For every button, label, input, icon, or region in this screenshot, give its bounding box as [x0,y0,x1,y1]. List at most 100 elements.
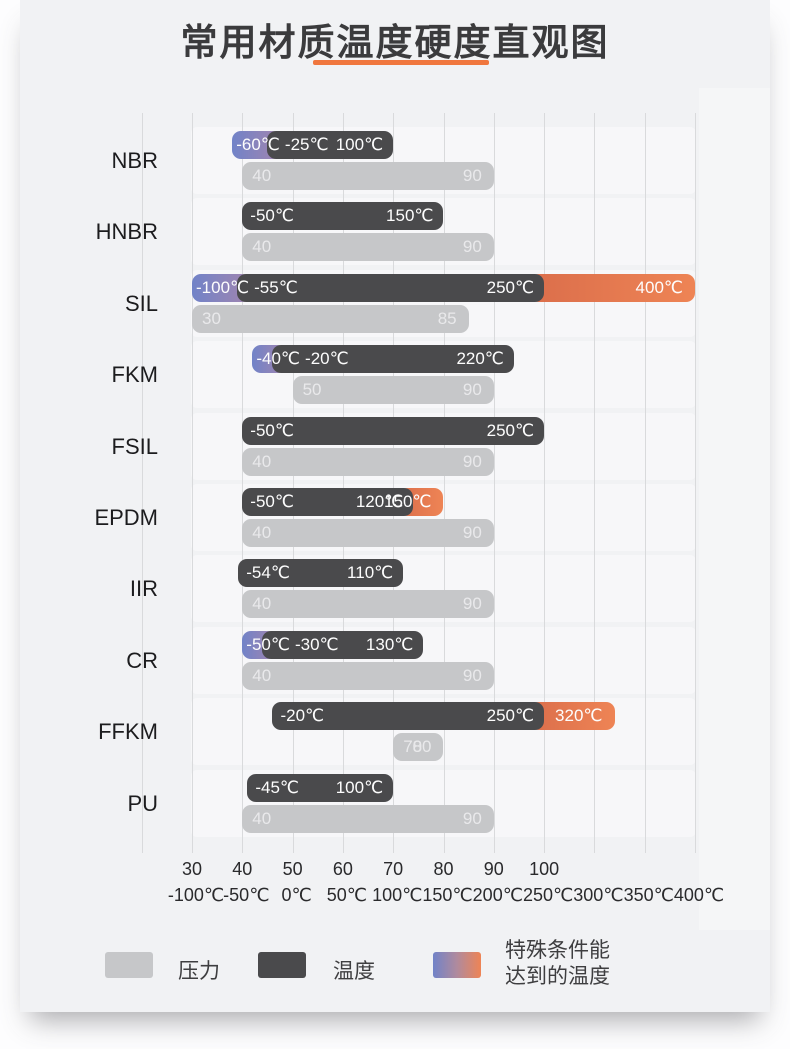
temp-left-labels: -50℃ [250,488,294,516]
temp-label-min: -20℃ [280,706,325,725]
legend-swatch-pressure [105,952,153,978]
pressure-bar [292,376,494,404]
legend-swatch-temperature [258,952,306,978]
hardness-label-max: 90 [462,237,482,256]
temp-label-min: -45℃ [255,778,299,797]
temp-label-cold: -60℃ [236,135,280,154]
hardness-label-min: 40 [252,809,272,828]
hardness-axis-tick: 40 [232,859,253,879]
temp-axis-tick: 100℃ [372,885,423,905]
pressure-bar [393,733,444,761]
pressure-bar [192,305,469,333]
pressure-bar [242,662,494,690]
temp-label-hot: 320℃ [555,706,603,725]
legend-label: 温度 [333,960,375,983]
gridline [192,113,193,853]
temp-left-labels: -50℃ [250,417,294,445]
hardness-label-max: 90 [462,452,482,471]
hardness-label-max: 85 [437,309,457,328]
title-underline [313,60,489,65]
temp-label-max: 250℃ [486,421,535,440]
hardness-axis-tick: 70 [383,859,404,879]
hardness-axis-tick: 90 [483,859,504,879]
temp-label-max: 150℃ [386,206,434,225]
material-label: FFKM [98,719,158,744]
pressure-bar [242,590,494,618]
material-label: PU [127,791,158,816]
temp-label-hot: 400℃ [635,278,683,297]
temperature-bar [242,417,545,445]
temperature-bar [247,774,394,802]
temp-left-labels: -40℃ -20℃ [256,345,348,373]
gridline [695,113,696,853]
hardness-axis-tick: 80 [433,859,454,879]
chart-card: 常用材质温度硬度直观图 -60℃ -25℃ 100℃ 40 90 NBR -50℃ 150℃ 4… [20,0,770,1012]
temperature-bar [242,202,444,230]
hardness-label-min: 70 [403,737,423,756]
pressure-bar [242,519,494,547]
temp-label-max: 100℃ [335,778,384,797]
temp-axis-tick: 250℃ [522,885,574,905]
temperature-bar [238,559,404,587]
temperature-bar [242,488,414,516]
temp-label-min: -54℃ [246,563,290,582]
gridline [594,113,596,853]
pressure-bar [242,233,494,261]
pressure-bar [242,805,494,833]
right-panel [699,88,770,930]
temp-left-labels: -100℃ -55℃ [196,274,298,302]
hardness-label-min: 50 [302,380,322,399]
material-label: EPDM [94,505,158,530]
legend-label: 特殊条件能 达到的温度 [505,938,610,990]
temp-left-labels: -45℃ [255,774,299,802]
temp-axis-tick: -100℃ [167,885,225,905]
hardness-label-min: 40 [252,594,272,613]
temp-axis-tick: 150℃ [422,885,473,905]
material-label: SIL [124,291,158,316]
gridline [141,113,143,853]
temp-label-min: -20℃ [305,349,349,368]
temp-label-max: 110℃ [347,563,394,582]
hardness-label-max: 90 [462,594,482,613]
temperature-bar [267,131,394,159]
temp-label-max: 120℃ [355,492,404,511]
temp-left-labels: -50℃ [250,202,294,230]
gridline [242,113,244,853]
special-hot-bar [530,702,615,730]
gridline [644,113,646,853]
material-label: FKM [111,362,158,387]
legend-label-line: 特殊条件能 [505,939,610,962]
hardness-label-min: 40 [252,666,272,685]
hardness-label-max: 90 [462,666,482,685]
temp-label-min: -30℃ [294,635,339,654]
temp-label-min: -50℃ [250,492,294,511]
material-label: FSIL [111,434,158,459]
temp-left-labels: -20℃ [280,702,324,730]
chart-title: 常用材质温度硬度直观图 [180,22,610,63]
temp-label-min: -25℃ [284,135,329,154]
hardness-label-max: 90 [462,809,482,828]
temp-label-cold: -50℃ [246,635,290,654]
hardness-label-max: 90 [462,380,482,399]
temp-axis-tick: 0℃ [281,885,312,905]
temp-label-max: 220℃ [456,349,504,368]
hardness-axis-tick: 100 [529,859,560,879]
hardness-axis-tick: 30 [181,859,203,879]
hardness-axis-tick: 50 [282,859,303,879]
hardness-label-max: 90 [462,166,482,185]
temp-label-hot: 150℃ [384,492,432,511]
temperature-bar [272,345,514,373]
gridline [493,113,495,853]
temperature-bar [272,702,545,730]
gridline [544,113,546,853]
gridline [292,113,294,853]
gridline [342,113,344,853]
temp-axis-tick: 300℃ [573,885,624,905]
material-label: NBR [111,148,158,173]
special-hot-bar [530,274,695,302]
temp-label-max: 100℃ [335,135,384,154]
material-label: IIR [129,576,158,601]
temperature-bar [237,274,545,302]
temp-label-min: -50℃ [250,421,294,440]
hardness-label-min: 40 [252,237,272,256]
